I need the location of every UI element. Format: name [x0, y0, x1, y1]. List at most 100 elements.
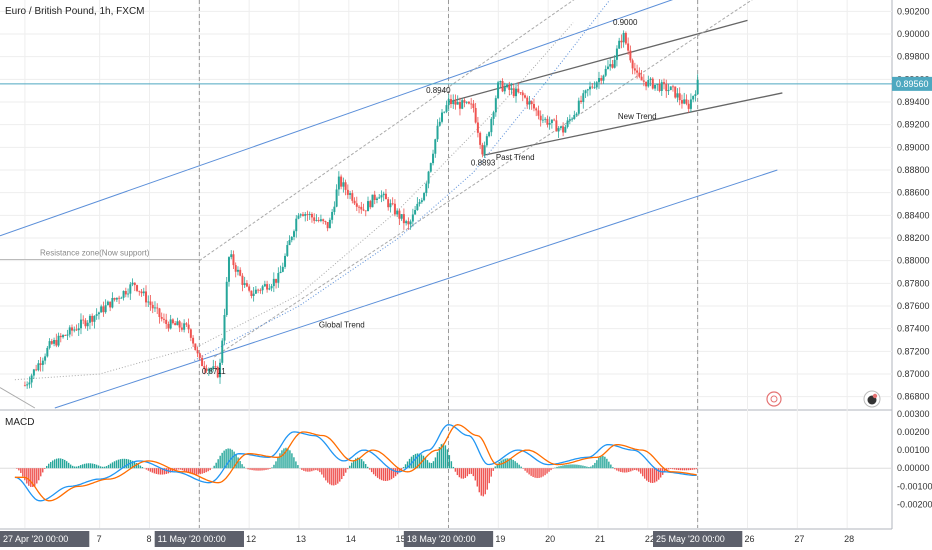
macd-histogram-bar: [69, 464, 72, 469]
macd-histogram-bar: [620, 468, 622, 473]
candle-body: [32, 369, 35, 376]
macd-histogram-bar: [177, 468, 179, 470]
macd-histogram-bar: [679, 468, 682, 471]
macd-histogram-bar: [362, 461, 365, 469]
macd-histogram-bar: [18, 468, 20, 471]
candle-body: [37, 363, 40, 371]
macd-histogram-bar: [199, 468, 201, 475]
candle-body: [349, 193, 352, 195]
macd-histogram-bar: [305, 468, 307, 472]
candle-body: [156, 307, 159, 309]
macd-histogram-bar: [536, 468, 538, 479]
candle-body: [113, 297, 116, 300]
candle-body: [91, 315, 94, 322]
candle-body: [595, 82, 598, 88]
candle-body: [122, 290, 125, 298]
macd-histogram-bar: [44, 468, 46, 469]
macd-histogram-bar: [546, 468, 548, 474]
macd-histogram-bar: [504, 458, 506, 469]
macd-histogram-bar: [209, 468, 211, 471]
last-price-badge: [892, 76, 932, 91]
candle-body: [434, 139, 437, 154]
macd-histogram-bar: [131, 460, 134, 469]
macd-histogram-bar: [596, 460, 598, 469]
macd-histogram-bar: [470, 468, 473, 474]
price-tick-label: 0.89000: [897, 142, 930, 152]
macd-histogram-bar: [644, 468, 646, 479]
candle-body: [472, 103, 475, 108]
macd-label: MACD: [5, 417, 34, 428]
macd-histogram-bar: [215, 462, 217, 469]
macd-histogram-bar: [404, 464, 407, 469]
price-tick-label: 0.87000: [897, 369, 930, 379]
macd-histogram-bar: [400, 468, 403, 470]
annotation-label: 0.8893: [471, 158, 496, 167]
annotation-label: Global Trend: [319, 321, 365, 330]
candle-body: [140, 291, 143, 294]
candle-body: [584, 90, 587, 94]
macd-histogram-bar: [85, 463, 88, 469]
macd-histogram-bar: [657, 468, 660, 480]
candle-body: [647, 79, 650, 87]
candle-body: [642, 80, 645, 82]
macd-histogram-bar: [550, 468, 552, 471]
annotation-label: New Trend: [618, 112, 657, 121]
macd-histogram-bar: [125, 458, 128, 469]
macd-histogram-bar: [446, 449, 449, 469]
candle-body: [84, 320, 87, 327]
macd-histogram-bar: [638, 468, 640, 472]
macd-histogram-bar: [460, 468, 463, 479]
macd-histogram-bar: [584, 466, 586, 469]
candle-body: [73, 329, 76, 331]
macd-histogram-bar: [93, 464, 96, 469]
macd-histogram-bar: [233, 451, 235, 469]
candle-body: [562, 126, 565, 133]
macd-histogram-bar: [610, 464, 612, 469]
candle-body: [555, 120, 558, 132]
candle-body: [528, 101, 531, 105]
macd-histogram-bar: [223, 450, 225, 469]
candle-body: [409, 221, 412, 225]
time-tick-label: 8: [146, 534, 151, 544]
candle-body: [268, 288, 271, 290]
macd-histogram-bar: [32, 468, 34, 487]
candle-body: [582, 93, 585, 103]
candle-body: [636, 70, 639, 73]
candle-body: [696, 79, 699, 95]
macd-histogram-bar: [347, 468, 349, 470]
macd-histogram-bar: [113, 461, 116, 469]
time-tick-label: 27: [794, 534, 804, 544]
candle-body: [541, 119, 544, 121]
time-tick-label: 19: [495, 534, 505, 544]
macd-histogram-bar: [38, 468, 40, 481]
candle-body: [535, 108, 538, 111]
macd-histogram-bar: [570, 464, 572, 469]
candle-body: [95, 314, 98, 316]
candle-body: [266, 284, 269, 290]
candle-body: [537, 110, 540, 116]
macd-histogram-bar: [239, 461, 241, 469]
macd-histogram-bar: [79, 465, 82, 469]
candle-body: [50, 341, 53, 344]
candle-body: [400, 214, 403, 219]
tradingview-logo-icon: [863, 390, 881, 408]
macd-histogram-bar: [474, 468, 477, 481]
macd-histogram-bar: [612, 467, 614, 469]
candle-body: [100, 306, 103, 313]
candle-body: [66, 334, 69, 336]
macd-histogram-bar: [562, 465, 564, 469]
macd-histogram-bar: [560, 465, 562, 469]
candle-body: [68, 327, 71, 335]
candle-body: [488, 132, 491, 137]
candle-body: [532, 104, 535, 109]
candle-body: [454, 100, 457, 105]
candle-body: [183, 323, 186, 330]
macd-histogram-bar: [556, 466, 558, 469]
macd-histogram-bar: [681, 468, 684, 471]
macd-histogram-bar: [448, 455, 451, 469]
macd-histogram-bar: [349, 465, 351, 469]
price-tick-label: 0.88200: [897, 233, 930, 243]
candle-body: [658, 83, 661, 91]
candle-body: [494, 98, 497, 113]
